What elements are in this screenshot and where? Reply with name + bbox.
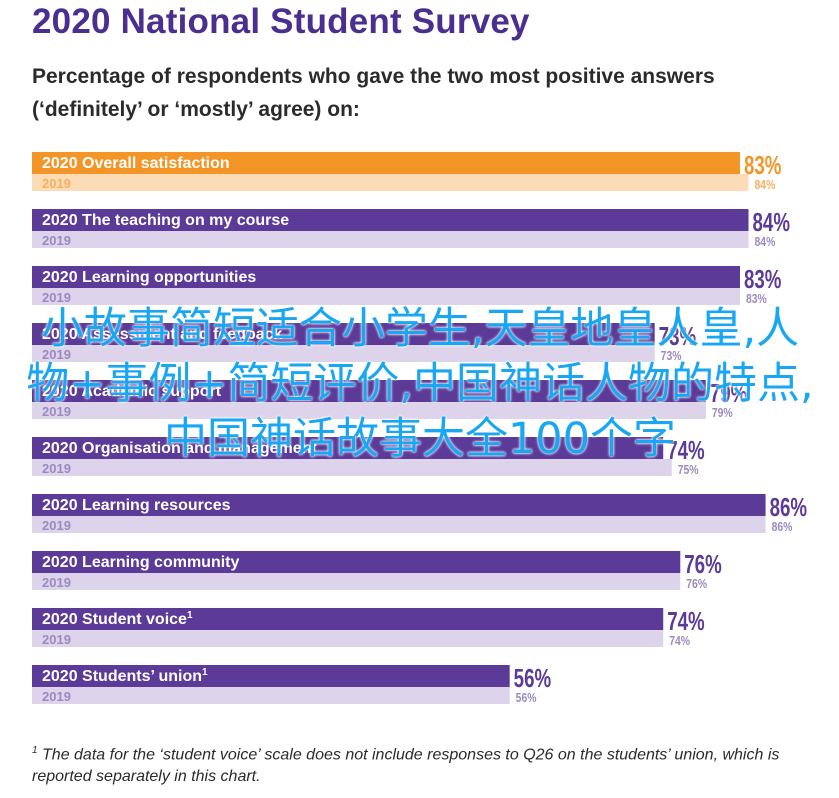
value-label-2020: 73%: [659, 321, 696, 351]
bar-2019: [32, 516, 766, 533]
bar-2020: [32, 380, 706, 402]
bar-2020: [32, 266, 740, 288]
value-label-2019: 86%: [772, 520, 793, 534]
bar-2019: [32, 231, 749, 248]
value-label-2019: 84%: [755, 178, 776, 192]
category-label: 2020 Learning resources: [42, 497, 231, 514]
value-label-2020: 74%: [667, 435, 704, 465]
bar-2019: [32, 573, 681, 590]
value-label-2019: 75%: [678, 463, 699, 477]
value-label-2020: 83%: [744, 150, 781, 180]
value-label-2019: 84%: [755, 235, 776, 249]
year-2019-label: 2019: [42, 461, 71, 476]
chart-subtitle: Percentage of respondents who gave the t…: [32, 65, 715, 121]
bar-2020: [32, 608, 664, 630]
bar-2020: [32, 665, 510, 687]
bar-2019: [32, 402, 706, 419]
category-label: 2020 Learning community: [42, 554, 239, 571]
year-2019-label: 2019: [42, 233, 71, 248]
value-label-2019: 83%: [746, 292, 767, 306]
category-label: 2020 The teaching on my course: [42, 212, 289, 229]
value-label-2019: 56%: [516, 691, 537, 705]
bar-2020: [32, 437, 664, 459]
year-2019-label: 2019: [42, 689, 71, 704]
value-label-2019: 79%: [712, 406, 733, 420]
bar-2020: [32, 323, 655, 345]
value-label-2020: 83%: [744, 264, 781, 294]
bar-2019: [32, 174, 749, 191]
value-label-2020: 79%: [710, 378, 747, 408]
category-label: 2020 Learning opportunities: [42, 269, 256, 286]
bar-2019: [32, 288, 740, 305]
value-label-2020: 84%: [753, 207, 790, 237]
bar-2019: [32, 345, 655, 362]
bar-2020: [32, 494, 766, 516]
footnote-marker: 1: [32, 745, 38, 756]
category-label: 2020 Assessment and feedback: [42, 326, 283, 343]
year-2019-label: 2019: [42, 575, 71, 590]
bar-2020: [32, 551, 681, 573]
bar-2020: [32, 152, 740, 174]
bar-2019: [32, 687, 510, 704]
year-2019-label: 2019: [42, 176, 71, 191]
chart-title: 2020 National Student Survey: [32, 2, 530, 41]
year-2019-label: 2019: [42, 347, 71, 362]
year-2019-label: 2019: [42, 404, 71, 419]
year-2019-label: 2019: [42, 632, 71, 647]
value-label-2019: 73%: [661, 349, 682, 363]
value-label-2020: 76%: [684, 549, 721, 579]
value-label-2020: 56%: [514, 663, 551, 693]
value-label-2020: 74%: [667, 606, 704, 636]
year-2019-label: 2019: [42, 290, 71, 305]
value-label-2020: 86%: [770, 492, 807, 522]
category-label: 2020 Organisation and management: [42, 440, 317, 457]
category-label: 2020 Academic support: [42, 383, 222, 400]
category-label: 2020 Student voice1: [42, 610, 193, 628]
bar-2019: [32, 630, 664, 647]
value-label-2019: 74%: [669, 634, 690, 648]
category-label: 2020 Overall satisfaction: [42, 155, 230, 172]
bar-2019: [32, 459, 672, 476]
bar-2020: [32, 209, 749, 231]
category-label: 2020 Students’ union1: [42, 667, 208, 685]
year-2019-label: 2019: [42, 518, 71, 533]
footnote-text: The data for the ‘student voice’ scale d…: [32, 746, 780, 786]
footnote: 1 The data for the ‘student voice’ scale…: [32, 740, 802, 788]
value-label-2019: 76%: [686, 577, 707, 591]
